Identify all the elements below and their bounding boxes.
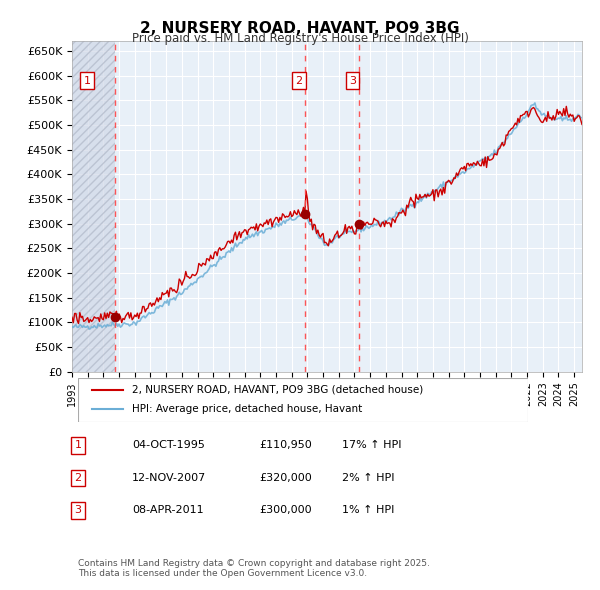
Text: 2, NURSERY ROAD, HAVANT, PO9 3BG: 2, NURSERY ROAD, HAVANT, PO9 3BG <box>140 21 460 35</box>
Text: £110,950: £110,950 <box>259 441 312 450</box>
Text: £300,000: £300,000 <box>259 506 312 515</box>
Text: 04-OCT-1995: 04-OCT-1995 <box>132 441 205 450</box>
Text: 08-APR-2011: 08-APR-2011 <box>132 506 203 515</box>
Text: Price paid vs. HM Land Registry's House Price Index (HPI): Price paid vs. HM Land Registry's House … <box>131 32 469 45</box>
Text: 2: 2 <box>296 76 302 86</box>
Text: 3: 3 <box>74 506 82 515</box>
Text: 2, NURSERY ROAD, HAVANT, PO9 3BG (detached house): 2, NURSERY ROAD, HAVANT, PO9 3BG (detach… <box>132 385 423 395</box>
Text: HPI: Average price, detached house, Havant: HPI: Average price, detached house, Hava… <box>132 405 362 414</box>
Text: 1: 1 <box>83 76 91 86</box>
Text: Contains HM Land Registry data © Crown copyright and database right 2025.
This d: Contains HM Land Registry data © Crown c… <box>78 559 430 578</box>
Text: 1: 1 <box>74 441 82 450</box>
Text: 2% ↑ HPI: 2% ↑ HPI <box>342 473 395 483</box>
Text: 17% ↑ HPI: 17% ↑ HPI <box>342 441 401 450</box>
Text: 3: 3 <box>349 76 356 86</box>
Text: 12-NOV-2007: 12-NOV-2007 <box>132 473 206 483</box>
Text: 2: 2 <box>74 473 82 483</box>
FancyBboxPatch shape <box>78 378 528 422</box>
Text: £320,000: £320,000 <box>259 473 312 483</box>
Text: 1% ↑ HPI: 1% ↑ HPI <box>342 506 394 515</box>
